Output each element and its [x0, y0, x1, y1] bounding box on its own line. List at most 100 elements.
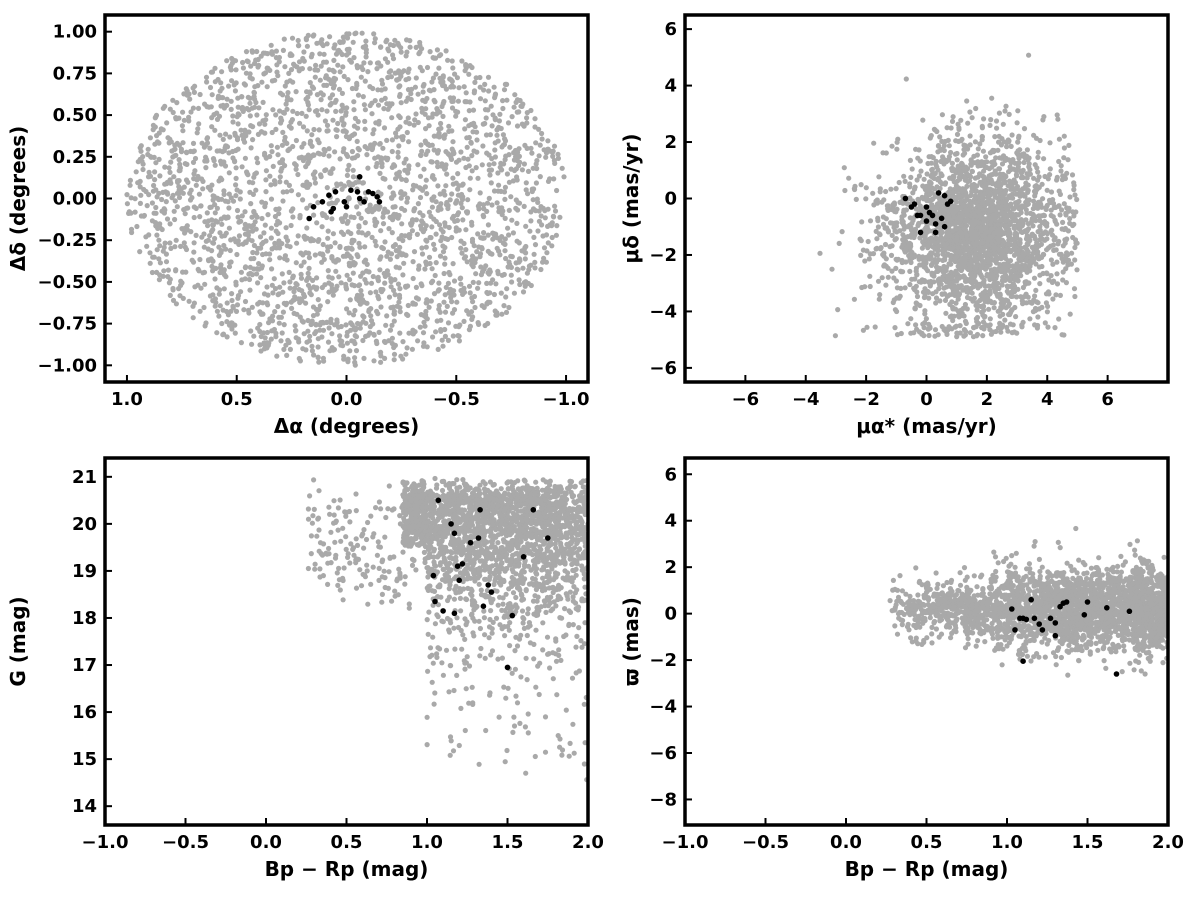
field-star-point [867, 283, 873, 290]
field-star-point [276, 241, 282, 247]
field-star-point [981, 168, 987, 174]
field-star-point [173, 268, 179, 274]
member-star-point [326, 192, 332, 198]
field-star-point [488, 280, 494, 286]
field-star-point [239, 164, 245, 170]
field-star-point [450, 181, 456, 187]
field-star-point [280, 198, 286, 204]
field-star-point [352, 359, 358, 365]
field-star-point [317, 77, 323, 83]
member-star-point [361, 199, 367, 205]
field-star-point [432, 99, 438, 105]
field-star-point [223, 131, 229, 137]
field-star-point [373, 289, 379, 295]
field-star-point [377, 170, 383, 176]
field-star-point [982, 288, 988, 294]
field-star-point [294, 311, 300, 317]
field-star-point [340, 218, 346, 225]
field-star-point [913, 206, 919, 212]
field-star-point [993, 171, 999, 177]
field-star-point [389, 148, 395, 155]
field-star-point [978, 228, 984, 234]
field-star-point [239, 213, 245, 219]
field-star-point [1031, 275, 1038, 281]
field-star-point [191, 171, 197, 177]
field-star-point [195, 105, 202, 111]
field-star-point [262, 130, 268, 136]
field-star-point [393, 176, 399, 182]
field-star-point [285, 147, 291, 154]
field-star-point [1002, 108, 1008, 114]
field-star-point [957, 193, 963, 199]
field-star-point [209, 248, 215, 254]
field-star-point [154, 247, 160, 253]
field-star-point [309, 143, 315, 149]
field-star-point [1035, 154, 1041, 160]
field-star-point [899, 214, 905, 220]
field-star-point [351, 283, 357, 289]
field-star-point [397, 244, 403, 250]
field-star-point [980, 148, 987, 154]
field-star-point [268, 336, 274, 342]
field-star-point [163, 189, 169, 195]
field-star-point [363, 47, 369, 53]
field-star-point [485, 107, 491, 113]
field-star-point [362, 126, 368, 132]
field-star-point [456, 333, 462, 339]
field-star-point [380, 287, 386, 293]
field-star-point [276, 314, 282, 320]
field-star-point [326, 146, 332, 152]
field-star-point [332, 99, 338, 105]
field-star-point [307, 138, 314, 144]
field-star-point [270, 290, 276, 296]
field-star-point [248, 63, 254, 69]
field-star-point [283, 179, 289, 185]
field-star-point [901, 226, 907, 232]
field-star-point [998, 142, 1005, 148]
field-star-point [259, 79, 265, 85]
field-star-point [330, 67, 336, 73]
field-star-point [442, 192, 448, 198]
field-star-point [529, 150, 535, 156]
field-star-point [262, 335, 268, 341]
field-star-point [532, 259, 538, 265]
field-star-point [968, 162, 974, 168]
field-star-point [156, 277, 162, 283]
field-star-point [149, 269, 155, 276]
field-star-point [439, 337, 445, 343]
field-star-point [366, 308, 372, 315]
field-star-point [219, 69, 225, 75]
field-star-point [484, 280, 490, 286]
field-star-point [495, 271, 501, 277]
field-star-point [399, 221, 405, 227]
field-star-point [290, 143, 296, 150]
field-star-point [362, 144, 368, 150]
field-star-point [368, 313, 374, 319]
field-star-point [181, 117, 187, 123]
field-star-point [262, 222, 268, 228]
field-star-point [220, 95, 226, 101]
field-star-point [516, 153, 523, 159]
field-star-point [456, 227, 462, 233]
field-star-point [271, 178, 278, 184]
field-star-point [325, 268, 331, 274]
field-star-point [1016, 160, 1022, 166]
field-star-point [884, 225, 890, 231]
field-star-point [224, 334, 230, 340]
field-star-point [1053, 247, 1059, 253]
field-star-point [263, 177, 269, 183]
field-star-point [1065, 262, 1071, 268]
field-star-point [473, 271, 479, 277]
field-star-point [530, 197, 536, 203]
field-star-point [1013, 172, 1020, 178]
field-star-point [403, 351, 409, 357]
field-star-point [219, 221, 225, 227]
field-star-point [1023, 291, 1029, 297]
field-star-point [254, 48, 260, 55]
field-star-point [293, 281, 299, 287]
field-star-point [817, 250, 823, 256]
field-star-point [383, 39, 389, 45]
field-star-point [916, 279, 922, 285]
field-star-point [463, 90, 469, 96]
field-star-point [514, 109, 520, 115]
